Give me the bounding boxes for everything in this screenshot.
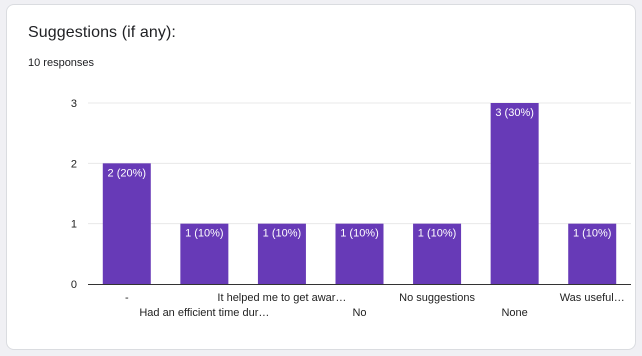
y-tick-label: 2 <box>71 158 77 170</box>
bar-data-label: 1 (10%) <box>185 228 224 240</box>
bar <box>103 163 151 284</box>
bar-data-label: 1 (10%) <box>340 228 379 240</box>
bar-chart: 0 1 2 3 2 (20%) 1 (10%) 1 (10%) 1 (10%) 1 (10%) 3… <box>7 5 635 349</box>
bar-data-label: 1 (10%) <box>418 228 457 240</box>
x-tick-label: Was useful… <box>560 292 625 304</box>
x-tick-label: No suggestions <box>399 292 475 304</box>
y-tick-label: 1 <box>71 219 77 231</box>
y-tick-label: 0 <box>71 279 77 291</box>
bar-data-label: 1 (10%) <box>573 228 612 240</box>
bar-data-label: 3 (30%) <box>495 107 534 119</box>
bar-data-label: 2 (20%) <box>108 167 147 179</box>
y-tick-label: 3 <box>71 98 77 110</box>
bar <box>491 103 539 284</box>
x-tick-label: Had an efficient time dur… <box>139 307 269 319</box>
bar-data-label: 1 (10%) <box>263 228 302 240</box>
x-tick-label: No <box>352 307 366 319</box>
x-tick-label: - <box>125 292 129 304</box>
x-tick-label: It helped me to get awar… <box>217 292 346 304</box>
x-tick-label: None <box>501 307 527 319</box>
